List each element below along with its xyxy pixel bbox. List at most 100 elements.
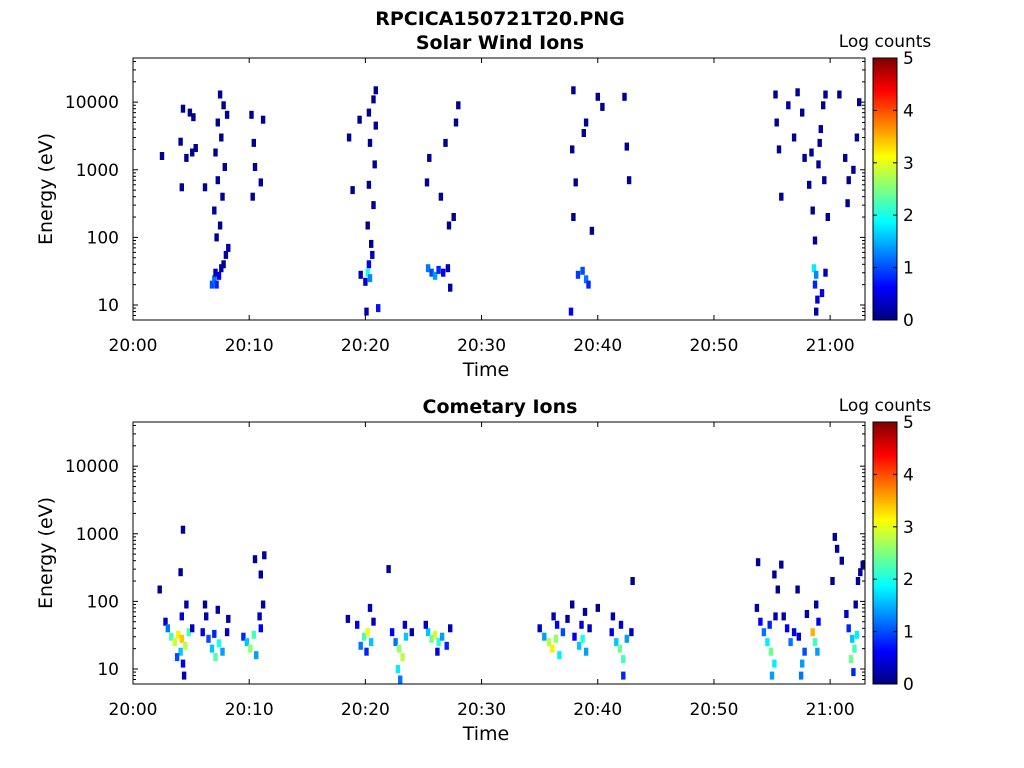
y-axis-ticks: 10 100 1000 10000 [65,424,865,685]
heatmap-cell [214,233,219,242]
x-tick-label: 20:30 [457,336,506,356]
heatmap-cell [215,605,220,614]
heatmap-cell [839,556,844,565]
heatmap-cell [206,634,211,643]
heatmap-cell [221,101,226,110]
colorbar-label: Log counts [839,396,932,416]
heatmap-cell [823,90,828,99]
heatmap-cell [583,647,589,656]
heatmap-cell [178,568,183,577]
heatmap-cell [212,629,217,638]
heatmap-cell [213,148,218,157]
heatmap-cell [786,101,791,110]
heatmap-cell [583,275,589,284]
heatmap-cell [784,624,790,633]
heatmap-cell [396,644,402,653]
heatmap-cell [178,137,183,146]
heatmap-cell [571,86,576,95]
heatmap-cell [791,628,797,637]
heatmap-cell [438,192,444,201]
heatmap-cell [446,221,452,230]
heatmap-cell [589,226,595,235]
y-tick-label: 10 [97,660,119,680]
heatmap-cell [825,213,830,221]
x-tick-label: 20:10 [225,700,274,720]
colorbar-tick-label: 2 [903,570,914,590]
heatmap-cell [819,289,825,298]
colorbar-tick-label: 4 [903,101,914,121]
heatmap-cell [814,270,819,279]
x-tick-label: 20:30 [457,700,506,720]
heatmap-cell [560,628,566,637]
heatmap-cell [202,600,208,609]
heatmap-cell [350,186,355,195]
heatmap-cell [216,639,222,648]
heatmap-cell [853,600,858,609]
heatmap-cell [772,570,777,579]
heatmap-cell [815,295,820,304]
heatmap-cell [568,307,574,316]
heatmap-cell [262,551,267,560]
x-tick-label: 20:00 [109,336,158,356]
y-axis-label: Energy (eV) [35,497,57,609]
heatmap-cell [181,671,187,680]
heatmap-cell [157,585,162,594]
heatmap-cell [781,612,786,621]
heatmap-cell [169,632,174,641]
x-tick-label: 20:10 [225,336,274,356]
heatmap-cell [848,655,854,664]
heatmap-cell [257,612,262,621]
heatmap-cell [586,280,591,289]
heatmap-cell [366,260,372,269]
heatmap-cell [427,153,432,162]
heatmap-cell [850,634,855,643]
heatmap-cell [755,558,761,567]
colorbar [872,421,898,685]
heatmap-cell [621,655,626,664]
heatmap-cell [758,617,763,626]
heatmap-cell [441,268,446,277]
colorbar-tick-label: 3 [903,154,914,174]
heatmap-cell [800,108,805,117]
heatmap-cell [814,600,819,609]
heatmap-cell [767,620,772,629]
heatmap-cell [796,632,801,641]
heatmap-cell [800,659,805,668]
heatmap-cell [773,612,778,621]
heatmap-cell [200,628,205,637]
heatmap-cell [812,638,818,647]
colorbar-ticks: 0 1 2 3 4 5 [873,413,914,695]
colorbar-tick-label: 0 [903,675,914,695]
heatmap-cell [550,644,555,653]
heatmap-cell [595,92,600,101]
heatmap-cell [346,133,352,142]
heatmap-cell [190,148,195,157]
heatmap-cell [779,192,784,201]
heatmap-cell [815,647,820,656]
heatmap-cell [174,653,180,662]
x-tick-label: 20:20 [341,700,390,720]
heatmap-cell [371,617,376,626]
heatmap-cell [432,271,438,280]
heatmap-cell [551,612,556,621]
heatmap-cell [222,163,227,171]
heatmap-cell [546,638,552,647]
heatmap-cell [811,264,817,273]
heatmap-cell [223,250,229,259]
heatmap-cell [818,125,823,134]
y-axis-label: Energy (eV) [35,133,57,245]
x-tick-label: 20:50 [689,700,738,720]
heatmap-cell [810,206,815,215]
heatmap-cell [810,628,815,637]
colorbar-tick-label: 1 [903,259,914,279]
heatmap-cell [252,555,258,564]
heatmap-cell [573,178,578,187]
heatmap-cell [249,110,254,119]
heatmap-cell [626,176,632,185]
heatmap-cell [445,264,451,273]
heatmap-cell [570,600,575,609]
heatmap-cell [217,90,223,99]
heatmap-cell [180,104,186,113]
y-axis-ticks: 10 100 1000 10000 [65,60,865,321]
heatmap-cell [180,525,186,534]
